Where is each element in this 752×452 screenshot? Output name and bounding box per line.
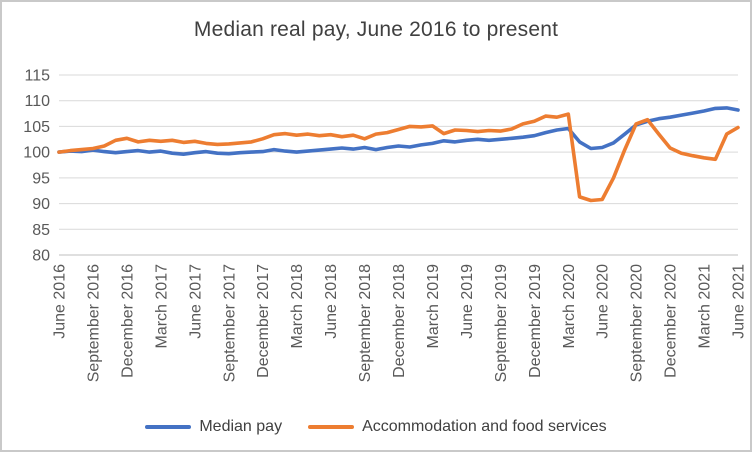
- x-axis-tick-label: September 2018: [357, 264, 374, 382]
- x-axis-tick-label: March 2018: [289, 264, 306, 349]
- legend-item-median-pay: Median pay: [145, 418, 282, 436]
- chart-title: Median real pay, June 2016 to present: [193, 18, 559, 41]
- y-axis-tick-label: 90: [32, 196, 50, 213]
- x-axis-tick-label: December 2016: [119, 264, 136, 378]
- median-pay-line: [57, 106, 740, 156]
- y-axis-tick-label: 95: [32, 170, 50, 187]
- y-axis-tick-label: 115: [24, 68, 50, 85]
- accommodation-legend-label: Accommodation and food services: [362, 418, 607, 435]
- accommodation-and-food-services-line: [57, 112, 740, 203]
- chart-legend: Median pay Accommodation and food servic…: [2, 418, 750, 436]
- x-axis-tick-label: March 2021: [697, 264, 714, 349]
- x-axis-tick-label: March 2020: [561, 264, 578, 349]
- median-pay-legend-label: Median pay: [199, 418, 283, 435]
- median-pay-legend-swatch: [145, 424, 192, 430]
- y-axis-tick-label: 105: [23, 119, 50, 136]
- y-axis-tick-label: 80: [32, 248, 50, 265]
- x-axis-tick-label: March 2019: [425, 264, 442, 349]
- x-axis-tick-label: June 2020: [595, 264, 612, 339]
- y-axis-tick-label: 110: [24, 93, 50, 110]
- x-axis-tick-label: June 2016: [52, 264, 69, 339]
- y-axis-tick-label: 100: [23, 145, 50, 162]
- x-axis-tick-label: June 2018: [323, 264, 340, 339]
- y-axis-tick-label: 85: [32, 222, 50, 239]
- x-axis-tick-label: March 2017: [153, 264, 170, 349]
- x-axis-tick-label: June 2021: [731, 264, 748, 339]
- x-axis-tick-label: September 2019: [493, 264, 510, 382]
- x-axis-tick-label: June 2017: [187, 264, 204, 339]
- x-axis-tick-label: June 2019: [459, 264, 476, 339]
- x-axis-tick-label: September 2016: [85, 264, 102, 382]
- accommodation-legend-swatch: [308, 424, 355, 430]
- x-axis-tick-label: December 2018: [391, 264, 408, 378]
- x-axis-tick-label: December 2019: [527, 264, 544, 378]
- x-axis-tick-label: September 2020: [629, 264, 646, 382]
- legend-item-accommodation: Accommodation and food services: [308, 418, 607, 436]
- x-axis-tick-label: December 2017: [255, 264, 272, 378]
- x-axis-tick-label: September 2017: [221, 264, 238, 382]
- x-axis-tick-label: December 2020: [663, 264, 680, 378]
